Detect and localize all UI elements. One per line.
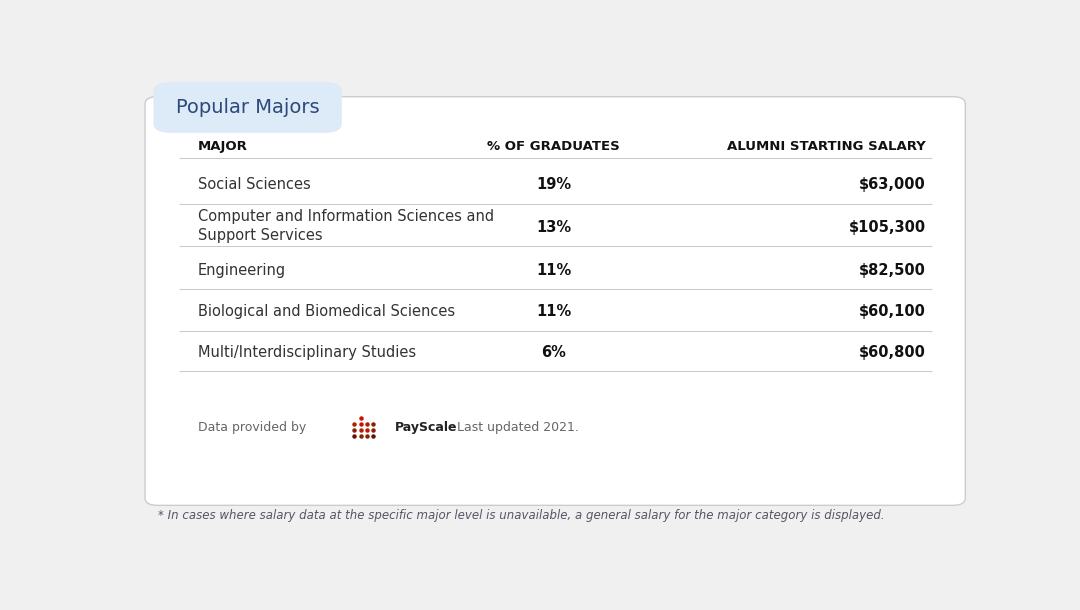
Text: PayScale: PayScale: [394, 422, 457, 434]
Text: $105,300: $105,300: [849, 220, 926, 235]
Text: MAJOR: MAJOR: [198, 140, 247, 152]
Text: $82,500: $82,500: [859, 263, 926, 278]
Text: 6%: 6%: [541, 345, 566, 360]
Text: 13%: 13%: [536, 220, 571, 235]
Text: 19%: 19%: [536, 178, 571, 193]
Text: Computer and Information Sciences and: Computer and Information Sciences and: [198, 209, 494, 224]
Text: 11%: 11%: [536, 304, 571, 319]
Text: $60,800: $60,800: [859, 345, 926, 360]
Text: Multi/Interdisciplinary Studies: Multi/Interdisciplinary Studies: [198, 345, 416, 360]
Text: Popular Majors: Popular Majors: [176, 98, 320, 117]
Text: % OF GRADUATES: % OF GRADUATES: [487, 140, 620, 152]
Text: $60,100: $60,100: [859, 304, 926, 319]
Text: ALUMNI STARTING SALARY: ALUMNI STARTING SALARY: [727, 140, 926, 152]
Text: Data provided by: Data provided by: [198, 422, 306, 434]
Text: 11%: 11%: [536, 263, 571, 278]
FancyBboxPatch shape: [153, 82, 341, 133]
Text: * In cases where salary data at the specific major level is unavailable, a gener: * In cases where salary data at the spec…: [158, 509, 885, 522]
Text: Biological and Biomedical Sciences: Biological and Biomedical Sciences: [198, 304, 455, 319]
Text: Last updated 2021.: Last updated 2021.: [457, 422, 579, 434]
Text: $63,000: $63,000: [860, 178, 926, 193]
Text: Engineering: Engineering: [198, 263, 286, 278]
Text: Social Sciences: Social Sciences: [198, 178, 311, 193]
FancyBboxPatch shape: [145, 97, 966, 505]
Text: Support Services: Support Services: [198, 228, 323, 243]
